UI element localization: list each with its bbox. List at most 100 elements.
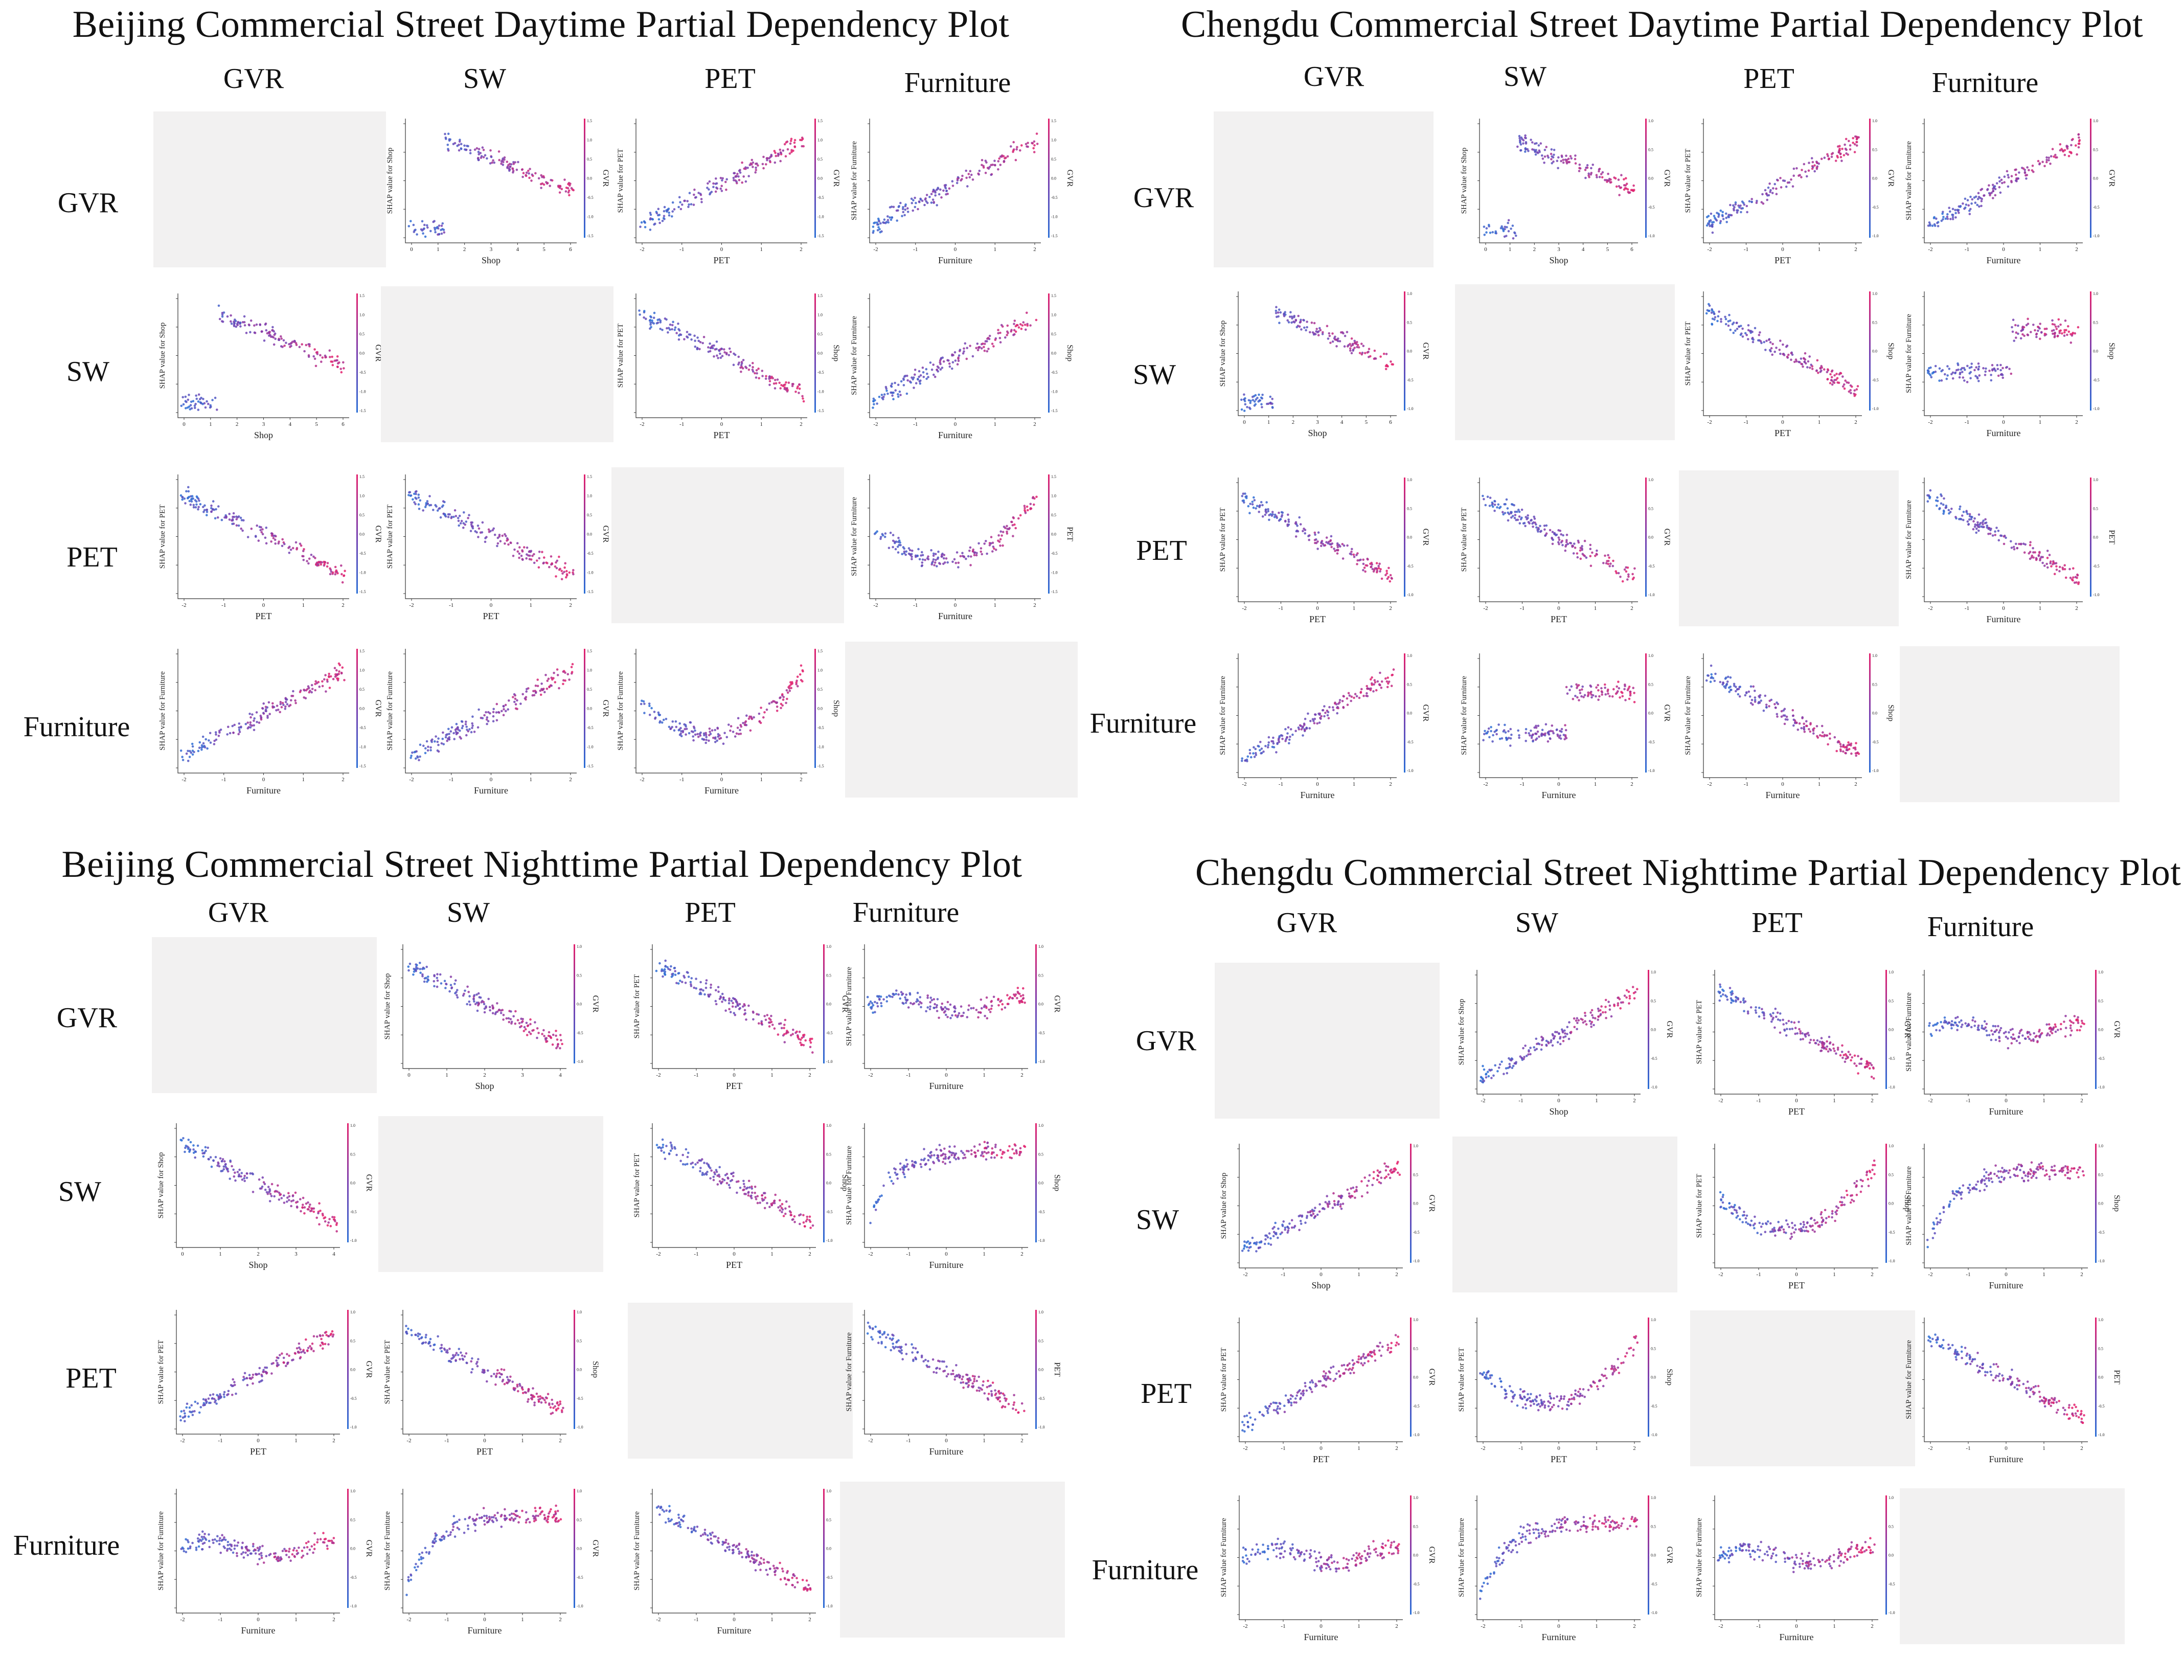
data-point [1369,678,1372,680]
data-point [946,561,949,564]
data-point [202,511,205,513]
data-point [737,355,740,358]
data-point [1019,514,1022,517]
scatter-panel: -2 -1 0 1 2 PET SHAP value for PET 1.5 1.0 0.5 0.0… [153,467,386,623]
data-point [2039,337,2041,340]
data-point [690,338,693,341]
data-point [232,731,235,734]
data-point [704,734,708,736]
data-point [1346,697,1349,700]
data-point [510,541,512,544]
data-point [1249,503,1252,505]
x-tick-label: 0 [1781,419,1784,425]
data-point [1842,750,1845,753]
data-point [1783,708,1786,710]
data-point [902,384,905,387]
data-point [957,359,960,362]
data-point [1946,365,1949,368]
colorbar-tick-label: 0.5 [1648,506,1653,511]
data-point [2041,161,2044,163]
data-point [2069,576,2072,579]
data-point [705,736,708,738]
data-point [195,394,197,397]
data-point [1831,369,1834,372]
data-point [410,220,412,222]
x-tick-label: 1 [994,246,997,253]
data-point [790,687,792,689]
colorbar-tick-label: -1.0 [1407,593,1414,597]
data-point [210,507,213,510]
data-point [2059,323,2062,326]
data-point [1385,570,1388,572]
data-point [1495,729,1497,732]
data-point [563,571,565,573]
data-point [1576,696,1579,699]
data-point [2015,331,2018,334]
data-point [1551,542,1554,546]
data-point [1032,147,1035,150]
data-point [289,548,292,551]
data-point [527,554,530,557]
data-point [2029,541,2032,543]
data-point [1293,314,1295,317]
data-point [791,383,794,385]
data-point [533,553,535,556]
data-point [2034,551,2036,554]
empty-panel [611,467,844,623]
data-point [476,726,480,729]
data-point [423,980,426,983]
colorbar-tick-label: 0.0 [1648,176,1653,181]
data-point [1853,151,1856,153]
data-point [291,340,294,343]
data-point [914,196,916,199]
colorbar-tick-label: 0.0 [1407,535,1412,540]
data-point [936,368,938,371]
data-point [414,503,417,506]
colorbar-tick-label: 0.5 [1648,682,1653,687]
data-point [413,501,416,504]
data-point [1385,572,1389,575]
data-point [2043,564,2046,567]
data-point [2018,542,2020,546]
axis-lines [1703,291,1862,416]
data-point [1759,331,1761,334]
colorbar-tick-label: 0.5 [587,513,592,517]
data-point [2015,168,2017,171]
data-point [1974,523,1976,526]
data-point [1958,508,1961,510]
data-point [439,516,442,519]
data-point [1941,212,1944,215]
x-axis-label: Furniture [1987,614,2021,624]
data-point [1959,205,1962,208]
data-point [985,540,987,542]
data-point [1539,530,1542,533]
axis-lines [869,119,1041,243]
data-point [1710,676,1713,679]
data-point [747,368,750,371]
data-point [551,1043,554,1046]
data-point [1714,217,1716,219]
data-point [1379,568,1382,571]
data-point [1539,142,1542,145]
data-point [230,320,232,323]
data-point [1328,706,1331,709]
data-point [1749,330,1751,332]
data-point [883,221,885,224]
data-point [416,755,419,758]
data-point [1601,693,1603,696]
data-point [653,311,656,314]
x-tick-label: 5 [1606,246,1609,253]
data-point [1537,724,1540,727]
data-point [1322,542,1324,546]
data-point [755,169,758,171]
data-point [1244,759,1246,762]
data-point [1004,336,1007,339]
data-point [310,684,313,687]
data-point [464,989,466,992]
data-point [942,360,945,363]
data-point [1302,734,1304,737]
data-point [1775,193,1778,195]
data-point [980,347,983,350]
data-point [454,979,457,982]
